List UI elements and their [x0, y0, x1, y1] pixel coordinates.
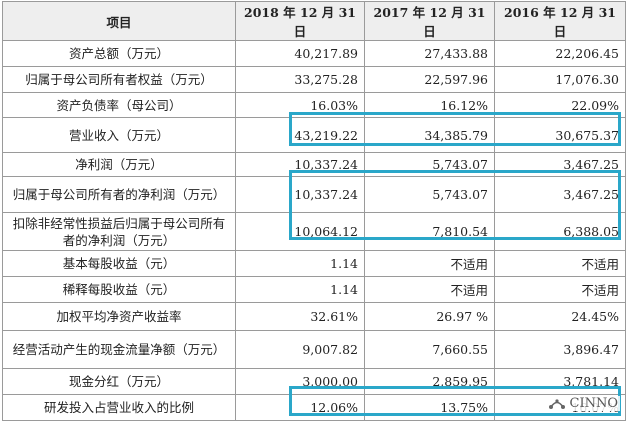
highlight-revenue: [289, 112, 621, 146]
row-label: 基本每股收益（元）: [2, 250, 236, 277]
header-2017: 2017 年 12 月 31 日: [364, 1, 495, 41]
watermark-text: CINNO: [569, 396, 619, 411]
table-row: 现金分红（万元） 3,000.00 2,859.95 3,781.14: [2, 368, 626, 395]
cell-2017: 22,597.96: [364, 66, 495, 93]
row-label: 研发投入占营业收入的比例: [2, 394, 236, 421]
cell-2016: 3,896.47: [494, 330, 626, 369]
row-label: 现金分红（万元）: [2, 368, 236, 395]
row-label: 资产负债率（母公司）: [2, 92, 236, 118]
table-row: 归属于母公司所有者的净利润（万元） 10,337.24 5,743.07 3,4…: [2, 176, 626, 213]
header-2018: 2018 年 12 月 31 日: [235, 1, 365, 41]
cell-2018: 9,007.82: [235, 330, 365, 369]
row-label: 归属于母公司所有者权益（万元）: [2, 66, 236, 93]
cell-2017: 5,743.07: [364, 176, 495, 213]
cell-2018: 1.14: [235, 250, 365, 277]
cell-2016: 不适用: [494, 276, 626, 303]
row-label: 经营活动产生的现金流量净额（万元）: [2, 330, 236, 369]
cell-2016: 17,076.30: [494, 66, 626, 93]
cell-2016: 不适用: [494, 250, 626, 277]
cell-2018: 33,275.28: [235, 66, 365, 93]
highlight-net-profit: [289, 170, 621, 240]
table-row: 营业收入（万元） 43,219.22 34,385.79 30,675.37: [2, 117, 626, 153]
row-label: 稀释每股收益（元）: [2, 276, 236, 303]
row-label: 营业收入（万元）: [2, 117, 236, 153]
cell-2018: 40,217.89: [235, 40, 365, 67]
table-row: 归属于母公司所有者权益（万元） 33,275.28 22,597.96 17,0…: [2, 66, 626, 93]
table-row: 稀释每股收益（元） 1.14 不适用 不适用: [2, 276, 626, 303]
row-label: 加权平均净资产收益率: [2, 302, 236, 331]
cell-2016: 3,467.25: [494, 176, 626, 213]
cell-2017: 26.97 %: [364, 302, 495, 331]
cell-2017: 27,433.88: [364, 40, 495, 67]
table-row: 基本每股收益（元） 1.14 不适用 不适用: [2, 250, 626, 277]
cell-2018: 10,337.24: [235, 176, 365, 213]
cell-2018: 32.61%: [235, 302, 365, 331]
table-row: 资产总额（万元） 40,217.89 27,433.88 22,206.45: [2, 40, 626, 67]
table-row: 加权平均净资产收益率 32.61% 26.97 % 24.45%: [2, 302, 626, 331]
cell-2017: 34,385.79: [364, 117, 495, 153]
row-label: 资产总额（万元）: [2, 40, 236, 67]
table-row: 经营活动产生的现金流量净额（万元） 9,007.82 7,660.55 3,89…: [2, 330, 626, 369]
cell-2017: 不适用: [364, 250, 495, 277]
row-label: 扣除非经常性损益后归属于母公司所有者的净利润（万元）: [2, 212, 236, 251]
table-row: 扣除非经常性损益后归属于母公司所有者的净利润（万元） 10,064.12 7,8…: [2, 212, 626, 251]
row-label: 归属于母公司所有者的净利润（万元）: [2, 176, 236, 213]
row-label: 净利润（万元）: [2, 152, 236, 177]
header-row: 项目 2018 年 12 月 31 日 2017 年 12 月 31 日 201…: [2, 1, 626, 41]
cell-2016: 24.45%: [494, 302, 626, 331]
header-item: 项目: [2, 1, 236, 41]
cell-2018: 10,064.12: [235, 212, 365, 251]
cell-2017: 7,660.55: [364, 330, 495, 369]
cinno-logo-icon: [548, 397, 566, 411]
header-2016: 2016 年 12 月 31 日: [494, 1, 626, 41]
watermark: CINNO: [545, 396, 620, 411]
cell-2016: 22,206.45: [494, 40, 626, 67]
cell-2017: 不适用: [364, 276, 495, 303]
cell-2018: 1.14: [235, 276, 365, 303]
